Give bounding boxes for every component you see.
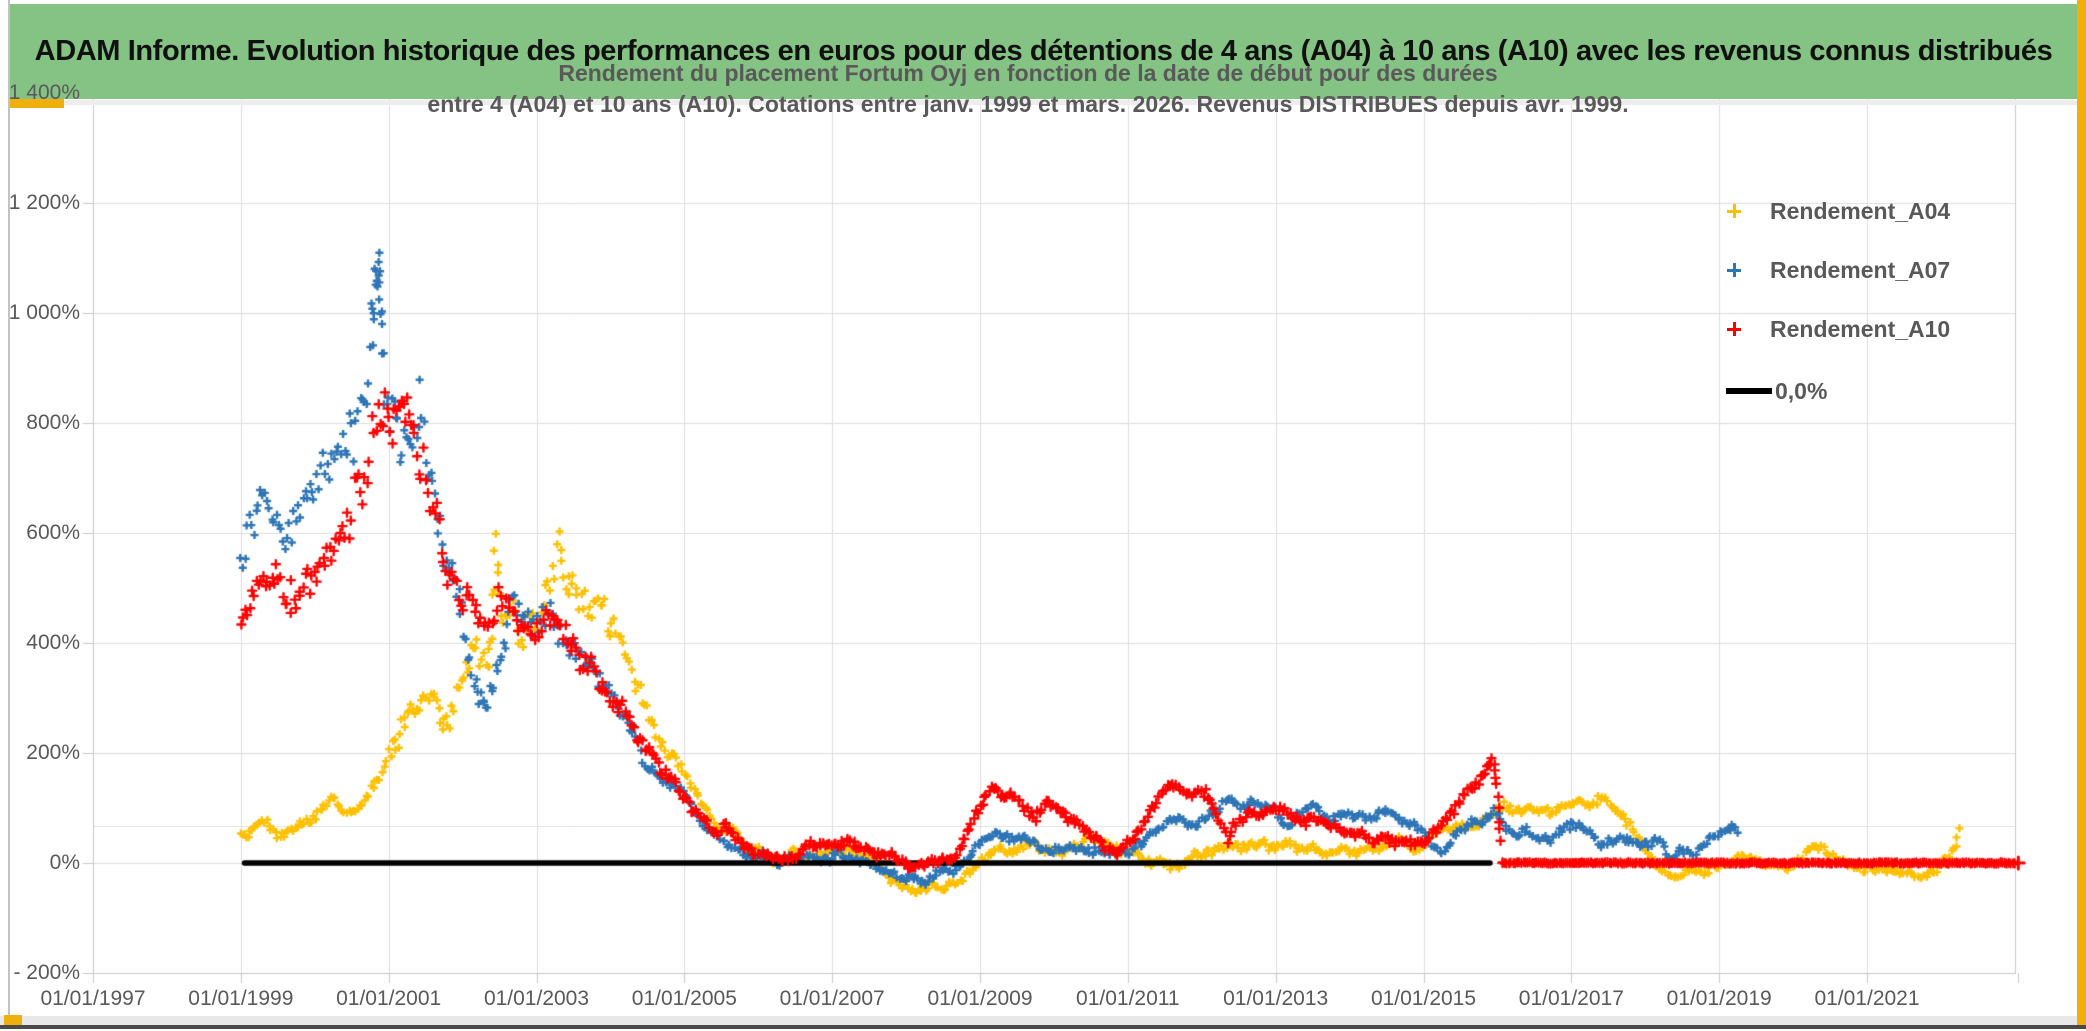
legend-label: 0,0% — [1775, 377, 1828, 404]
y-axis-tick-label: 800% — [26, 411, 80, 434]
x-axis-tick-label: 01/01/2019 — [1666, 987, 1772, 1010]
plus-marker-icon — [1726, 262, 1742, 278]
y-axis-tick-label: - 200% — [13, 961, 80, 984]
y-axis-tick-label: 1 000% — [8, 301, 80, 324]
y-axis-tick-label: 1 200% — [8, 191, 80, 214]
legend-item-zero-line[interactable]: 0,0% — [1726, 378, 1827, 404]
legend-label: Rendement_A10 — [1770, 315, 1951, 342]
y-axis-tick-label: 0% — [49, 851, 80, 874]
x-axis-tick-label: 01/01/2003 — [483, 987, 590, 1010]
legend-item-rendement-a07[interactable]: Rendement_A07 — [1726, 257, 1950, 283]
header-accent-tab — [10, 99, 64, 108]
x-axis-tick-label: 01/01/2021 — [1814, 987, 1920, 1010]
header-banner: ADAM Informe. Evolution historique des p… — [10, 4, 2077, 99]
x-axis-tick-label: 01/01/2007 — [779, 987, 885, 1010]
legend-item-rendement-a04[interactable]: Rendement_A04 — [1726, 198, 1950, 224]
page-title: ADAM Informe. Evolution historique des p… — [34, 35, 2053, 67]
x-axis-tick-label: 01/01/1999 — [188, 987, 294, 1010]
legend-label: Rendement_A07 — [1770, 256, 1951, 283]
x-axis-tick-label: 01/01/2015 — [1370, 987, 1477, 1010]
x-axis-tick-label: 01/01/2017 — [1518, 987, 1624, 1010]
x-axis-tick-label: 01/01/2001 — [336, 987, 442, 1010]
x-axis-tick-label: 01/01/2009 — [927, 987, 1033, 1010]
line-marker-icon — [1726, 388, 1772, 394]
bottom-accent-tab — [4, 1015, 22, 1026]
x-axis-tick-label: 01/01/2011 — [1076, 987, 1180, 1010]
plus-marker-icon — [1726, 203, 1742, 219]
x-axis-tick-label: 01/01/2005 — [631, 987, 737, 1010]
legend-item-rendement-a10[interactable]: Rendement_A10 — [1726, 316, 1950, 342]
plus-marker-icon — [1726, 321, 1742, 337]
x-axis-tick-label: 01/01/2013 — [1223, 987, 1329, 1010]
chart-title: Rendement du placement Fortum Oyj en fon… — [0, 58, 2056, 120]
y-axis-tick-label: 200% — [26, 741, 80, 764]
x-axis-tick-label: 01/01/1997 — [40, 987, 146, 1010]
legend-label: Rendement_A04 — [1770, 197, 1951, 224]
y-axis-tick-label: 400% — [26, 631, 80, 654]
chart-title-line1: Rendement du placement Fortum Oyj en fon… — [558, 60, 1498, 86]
sheet-left-border — [8, 0, 10, 1017]
sheet-bottom-bar — [0, 1016, 2086, 1025]
sheet-bottom-border — [0, 1025, 2086, 1029]
chart-title-line2: entre 4 (A04) et 10 ans (A10). Cotations… — [427, 91, 1629, 117]
sheet-right-border — [2077, 0, 2086, 1025]
header-underline — [64, 100, 2077, 105]
y-axis-tick-label: 600% — [26, 521, 80, 544]
y-axis-tick-label: 1 400% — [8, 81, 80, 104]
